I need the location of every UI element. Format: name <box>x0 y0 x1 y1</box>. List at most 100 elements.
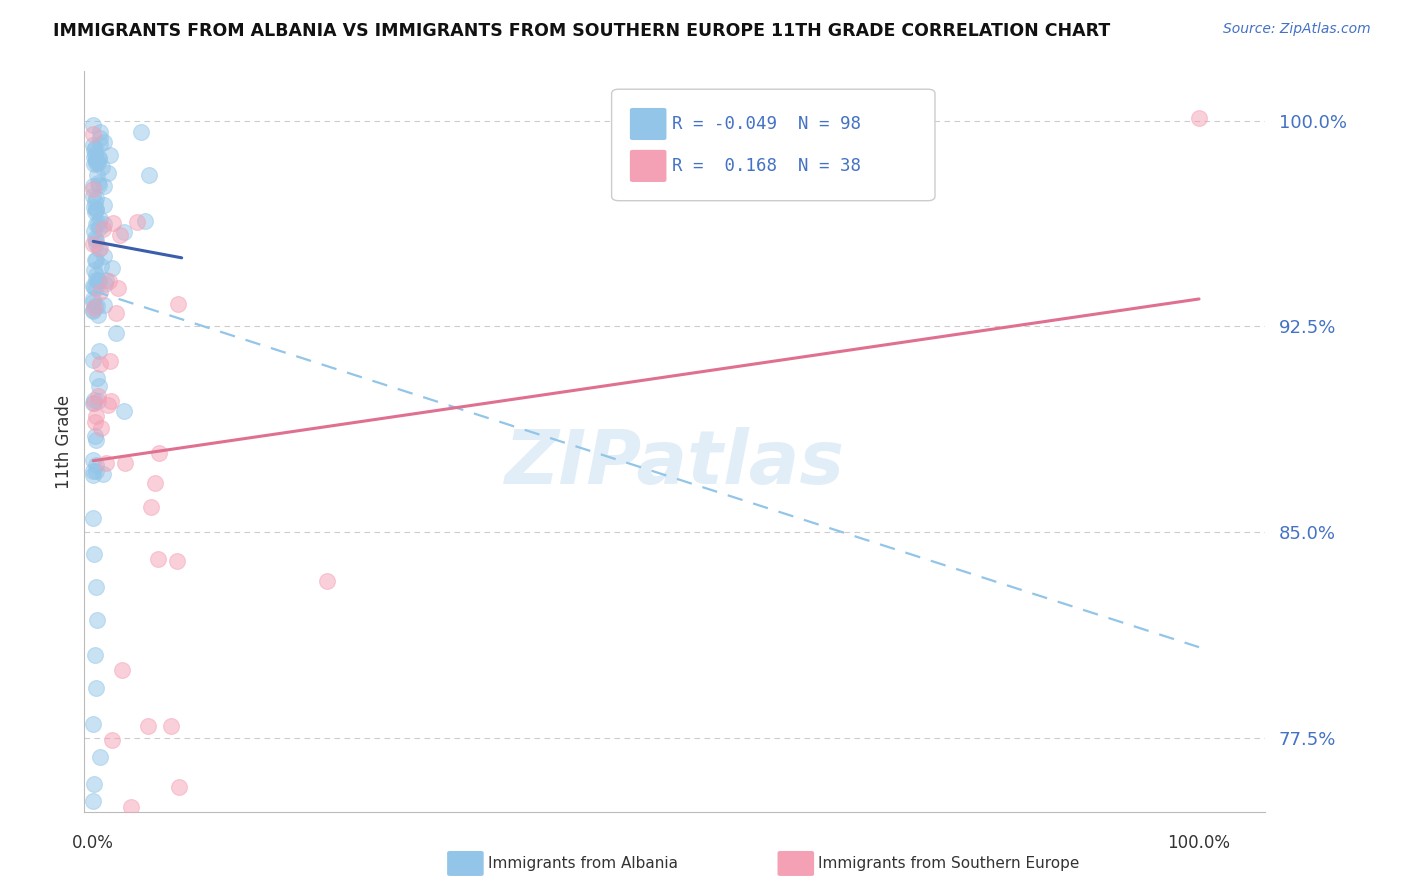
Point <box>84 203 107 218</box>
Point <box>166 297 188 311</box>
Point <box>84 146 107 161</box>
Point <box>83 262 105 277</box>
Point <box>83 547 105 561</box>
Point <box>84 252 107 267</box>
Point <box>98 273 121 287</box>
Point <box>84 681 107 696</box>
Text: 0.0%: 0.0% <box>72 834 114 852</box>
Text: Immigrants from Albania: Immigrants from Albania <box>488 856 678 871</box>
Point <box>83 392 105 407</box>
Point <box>94 277 117 292</box>
Point <box>86 153 108 167</box>
Text: 100.0%: 100.0% <box>1167 834 1230 852</box>
Point <box>89 152 111 166</box>
Point <box>101 216 124 230</box>
Point <box>84 273 107 287</box>
Point <box>84 153 107 167</box>
Point <box>84 434 107 448</box>
Point <box>84 195 107 210</box>
Point <box>86 155 108 169</box>
Point <box>82 295 104 310</box>
Point <box>86 394 108 409</box>
Point <box>91 222 114 236</box>
Point <box>127 215 149 229</box>
Point <box>167 780 190 794</box>
Point <box>90 421 112 435</box>
Point <box>146 552 169 566</box>
Point <box>315 574 337 588</box>
Point <box>166 554 188 568</box>
Point <box>83 429 105 443</box>
Point <box>98 148 121 162</box>
Point <box>89 344 111 359</box>
Point <box>86 237 108 252</box>
Point <box>84 464 107 478</box>
Point <box>108 228 131 243</box>
Point <box>83 301 105 315</box>
Point <box>82 304 104 318</box>
Point <box>89 274 111 288</box>
Text: R =  0.168  N = 38: R = 0.168 N = 38 <box>672 157 860 175</box>
Point <box>160 719 183 733</box>
Point <box>98 354 121 368</box>
Point <box>90 259 112 273</box>
Point <box>82 119 104 133</box>
Point <box>87 221 110 235</box>
Point <box>101 261 124 276</box>
Point <box>97 398 120 412</box>
Point <box>89 131 111 145</box>
Point <box>84 205 107 219</box>
Point <box>93 217 115 231</box>
Point <box>97 166 120 180</box>
Point <box>91 467 114 482</box>
Point <box>82 717 104 731</box>
Point <box>100 733 122 747</box>
Point <box>89 243 111 257</box>
Point <box>83 777 105 791</box>
Point <box>87 379 110 393</box>
Point <box>114 225 136 239</box>
Point <box>91 160 114 174</box>
Point <box>82 137 104 152</box>
Point <box>82 293 104 307</box>
Point <box>82 279 104 293</box>
Point <box>86 216 108 230</box>
Point <box>83 141 105 155</box>
Point <box>82 303 104 318</box>
Point <box>83 150 105 164</box>
Point <box>86 371 108 385</box>
Point <box>86 168 108 182</box>
Point <box>83 144 105 158</box>
Point <box>84 153 107 167</box>
Point <box>93 136 115 150</box>
Point <box>82 179 104 194</box>
Point <box>86 613 108 627</box>
Point <box>84 268 107 282</box>
Point <box>96 273 118 287</box>
Point <box>1188 111 1211 125</box>
Point <box>83 200 105 214</box>
Text: ZIPatlas: ZIPatlas <box>505 427 845 500</box>
Point <box>93 179 115 194</box>
Point <box>93 298 115 312</box>
Point <box>82 128 104 142</box>
Point <box>104 306 127 320</box>
Point <box>104 326 127 341</box>
Point <box>89 750 111 764</box>
Point <box>89 151 111 165</box>
Point <box>82 464 104 478</box>
Point <box>100 394 122 409</box>
Point <box>120 800 142 814</box>
Point <box>82 353 104 368</box>
Point <box>131 125 153 139</box>
Point <box>84 458 107 472</box>
Text: R = -0.049  N = 98: R = -0.049 N = 98 <box>672 115 860 133</box>
Point <box>94 456 117 470</box>
Point <box>84 190 107 204</box>
Point <box>93 198 115 212</box>
Point <box>138 168 160 182</box>
Point <box>82 467 104 482</box>
Point <box>114 456 136 470</box>
Point <box>84 580 107 594</box>
Y-axis label: 11th Grade: 11th Grade <box>55 394 73 489</box>
